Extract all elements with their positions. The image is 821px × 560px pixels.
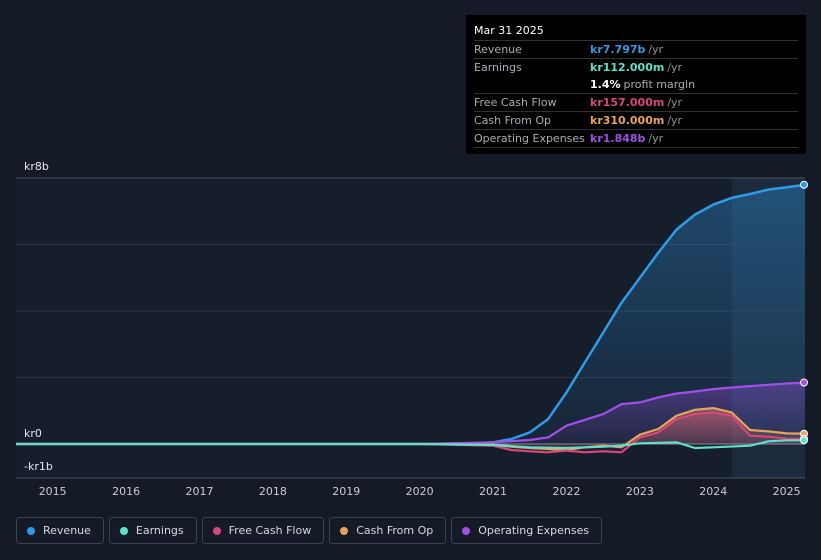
y-tick-label-zero: kr0 (24, 427, 42, 440)
series-end-point (800, 180, 808, 189)
x-tick-label: 2023 (626, 485, 654, 498)
legend-label: Free Cash Flow (228, 524, 312, 537)
x-tick-label: 2017 (185, 485, 213, 498)
x-tick-label: 2019 (332, 485, 360, 498)
tooltip-unit: /yr (648, 132, 664, 145)
series-line-operating-expenses (16, 381, 806, 446)
legend-label: Cash From Op (356, 524, 434, 537)
tooltip-value: kr7.797b (590, 43, 646, 56)
x-tick-label: 2021 (479, 485, 507, 498)
legend-label: Operating Expenses (478, 524, 590, 537)
tooltip-unit: /yr (667, 114, 683, 127)
series-end-point (800, 436, 808, 445)
x-tick-label: 2024 (699, 485, 727, 498)
x-tick-label: 2025 (773, 485, 801, 498)
earnings-dot-icon (119, 526, 128, 535)
tooltip-unit: /yr (648, 43, 664, 56)
tooltip-label: Operating Expenses (474, 132, 585, 145)
series-end-point (800, 378, 808, 387)
series-area-cash-from-op (16, 408, 805, 450)
tooltip-date: Mar 31 2025 (474, 24, 544, 37)
tooltip-value: kr112.000m (590, 61, 665, 74)
legend-item-cash-from-op[interactable]: Cash From Op (329, 517, 447, 544)
series-area-free-cash-flow (16, 412, 805, 453)
tooltip-row-cash-from-op: Cash From Op kr310.000m /yr (474, 111, 798, 129)
legend-label: Earnings (135, 524, 184, 537)
data-tooltip: Mar 31 2025 Revenue kr7.797b /yr Earning… (466, 15, 806, 154)
tooltip-value: kr1.848b (590, 132, 646, 145)
free-cash-flow-dot-icon (212, 526, 221, 535)
profit-margin-text: profit margin (623, 78, 696, 91)
tooltip-unit: /yr (667, 61, 683, 74)
series-line-earnings (16, 439, 805, 450)
tooltip-row-operating-expenses: Operating Expenses kr1.848b /yr (474, 129, 798, 147)
y-tick-label-bottom: -kr1b (24, 460, 53, 473)
legend-item-earnings[interactable]: Earnings (108, 517, 197, 544)
x-tick-label: 2015 (39, 485, 67, 498)
legend-item-revenue[interactable]: Revenue (16, 517, 104, 544)
x-tick-label: 2016 (112, 485, 140, 498)
tooltip-label: Revenue (474, 43, 522, 56)
revenue-dot-icon (27, 526, 35, 535)
chart-plot: 2015 2016 2017 2018 2019 2020 2021 2022 2023 2024… (16, 177, 808, 498)
tooltip-label: Cash From Op (474, 114, 552, 127)
tooltip-value: kr157.000m (590, 96, 665, 109)
legend-item-free-cash-flow[interactable]: Free Cash Flow (201, 517, 325, 544)
tooltip-unit: /yr (667, 96, 683, 109)
x-tick-label: 2018 (259, 485, 287, 498)
y-tick-label-top: kr8b (24, 160, 49, 173)
operating-expenses-dot-icon (462, 526, 471, 535)
tooltip-label: Free Cash Flow (474, 96, 557, 109)
tooltip-label: Earnings (474, 61, 522, 74)
tooltip-row-free-cash-flow: Free Cash Flow kr157.000m /yr (474, 93, 798, 111)
legend-item-operating-expenses[interactable]: Operating Expenses (451, 517, 603, 544)
x-tick-label: 2020 (406, 485, 434, 498)
chart-legend: Revenue Earnings Free Cash Flow Cash Fro… (16, 517, 603, 546)
tooltip-row-profit-margin: 1.4% profit margin (474, 76, 798, 93)
profit-margin-value: 1.4% (590, 78, 621, 91)
legend-label: Revenue (43, 524, 91, 537)
tooltip-row-earnings: Earnings kr112.000m /yr (474, 58, 798, 76)
cash-from-op-dot-icon (340, 526, 349, 535)
series-area-operating-expenses (16, 382, 805, 444)
x-tick-label: 2022 (552, 485, 580, 498)
tooltip-row-revenue: Revenue kr7.797b /yr (474, 40, 798, 58)
tooltip-value: kr310.000m (590, 114, 665, 127)
series-area-revenue (16, 184, 805, 444)
